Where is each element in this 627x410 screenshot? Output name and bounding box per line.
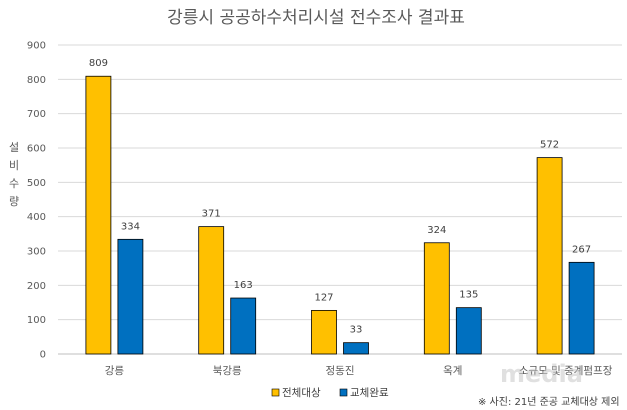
category-label: 옥계 <box>443 365 462 377</box>
bar-replaced <box>343 342 369 355</box>
data-label: 135 <box>459 290 478 301</box>
y-tick-label: 900 <box>27 41 46 52</box>
category-label: 북강릉 <box>213 365 242 377</box>
bar-replaced <box>568 261 595 355</box>
gridlines <box>58 44 622 355</box>
watermark: media <box>500 360 583 388</box>
category-label: 소규모 및 중계펌프장 <box>519 365 613 377</box>
legend: 전체대상 교체완료 <box>271 386 389 399</box>
y-tick-label: 200 <box>27 281 46 292</box>
bar-total <box>85 75 112 355</box>
legend-label: 교체완료 <box>350 386 389 399</box>
bar-total <box>536 157 563 355</box>
bar-replaced <box>117 238 144 355</box>
legend-swatch <box>271 388 280 397</box>
y-axis-ticks: 0 100 200 300 400 500 600 700 800 900 <box>27 41 46 361</box>
legend-swatch <box>339 388 348 397</box>
y-axis-label-char: 량 <box>9 195 19 208</box>
footnote: ※ 사진: 21년 준공 교체대상 제외 <box>478 396 620 408</box>
y-tick-label: 700 <box>27 109 46 120</box>
data-label: 371 <box>202 209 221 220</box>
bar-total <box>198 226 225 355</box>
data-label: 267 <box>572 244 591 255</box>
bar-replaced <box>455 307 482 355</box>
chart-title: 강릉시 공공하수처리시설 전수조사 결과표 <box>167 8 465 28</box>
y-axis-label-char: 설 <box>9 141 19 154</box>
data-label: 334 <box>121 221 140 232</box>
legend-label: 전체대상 <box>282 387 321 399</box>
data-label: 33 <box>350 325 363 336</box>
y-tick-label: 100 <box>27 315 46 326</box>
bar-total <box>423 242 450 355</box>
bars <box>85 75 595 355</box>
category-label: 강릉 <box>105 365 125 377</box>
data-label: 127 <box>314 292 333 303</box>
data-label: 324 <box>427 225 446 236</box>
data-labels: 809 334 371 163 127 33 324 135 572 267 <box>89 58 591 335</box>
y-tick-label: 500 <box>27 178 46 189</box>
y-tick-label: 800 <box>27 75 46 86</box>
y-tick-label: 600 <box>27 144 46 155</box>
y-tick-label: 300 <box>27 247 46 258</box>
bar-replaced <box>230 297 257 355</box>
data-label: 163 <box>234 280 253 291</box>
category-label: 정동진 <box>326 365 355 377</box>
data-label: 572 <box>540 140 559 151</box>
bar-total <box>311 309 337 355</box>
y-tick-label: 0 <box>40 350 46 361</box>
data-label: 809 <box>89 58 108 69</box>
y-axis-label-char: 비 <box>9 159 19 172</box>
y-axis-label-char: 수 <box>9 177 19 190</box>
category-labels: 강릉 북강릉 정동진 옥계 소규모 및 중계펌프장 <box>105 365 613 377</box>
y-tick-label: 400 <box>27 212 46 223</box>
